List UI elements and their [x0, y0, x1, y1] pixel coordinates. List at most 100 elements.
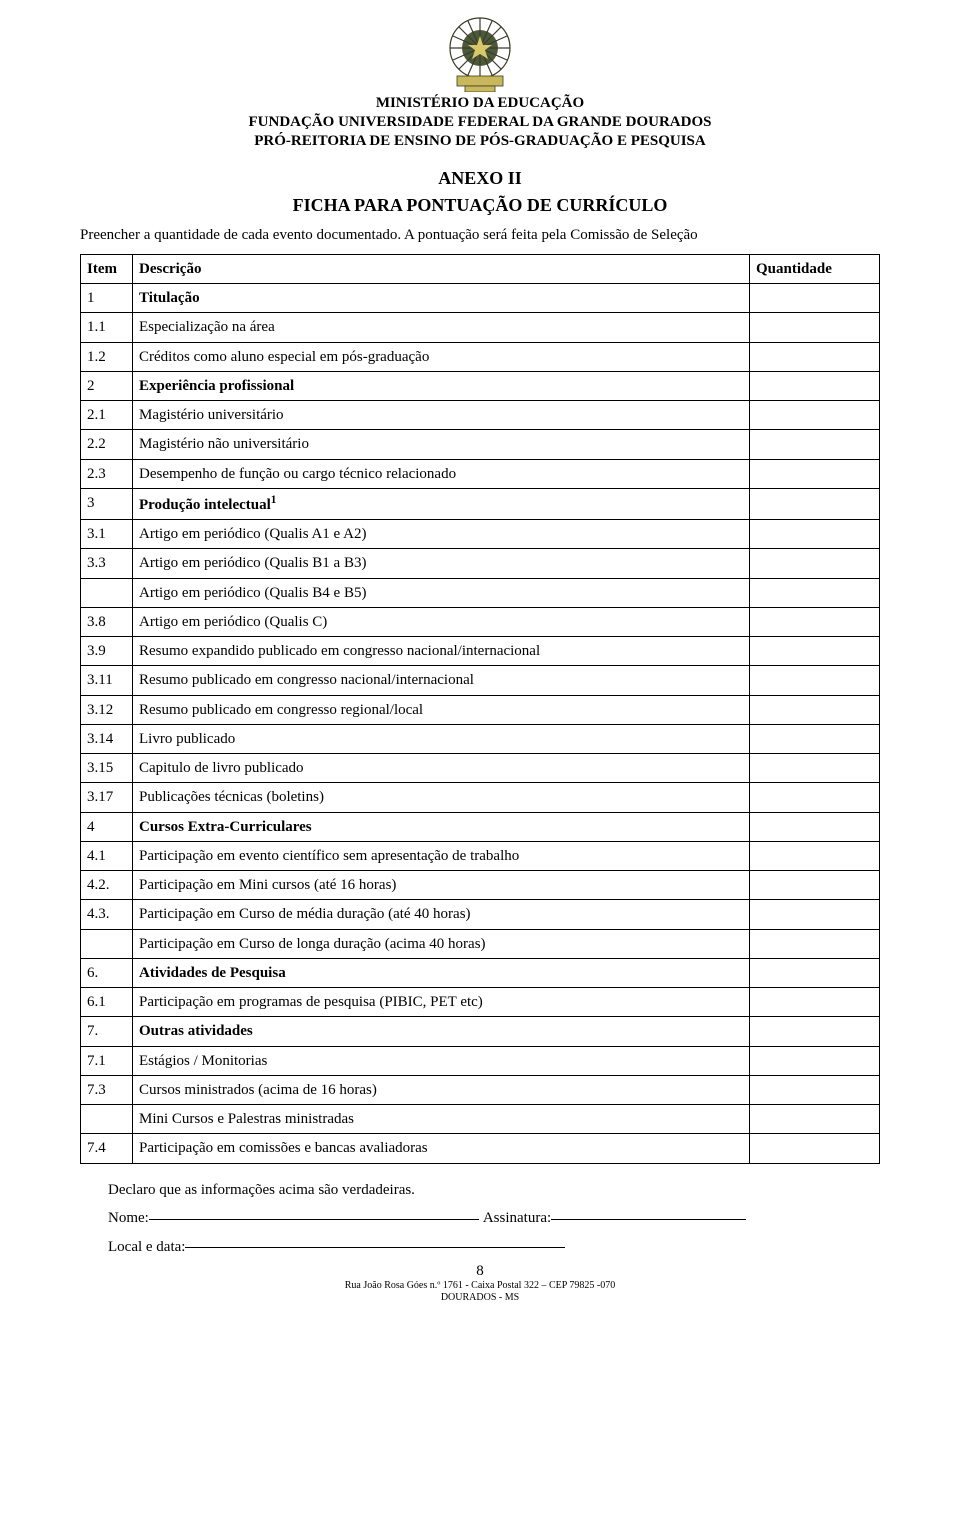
cell-quantity[interactable]	[750, 783, 880, 812]
cell-quantity[interactable]	[750, 1105, 880, 1134]
cell-quantity[interactable]	[750, 342, 880, 371]
cell-item	[81, 929, 133, 958]
cell-desc: Mini Cursos e Palestras ministradas	[133, 1105, 750, 1134]
table-row: 4.1Participação em evento científico sem…	[81, 841, 880, 870]
cell-item: 7.	[81, 1017, 133, 1046]
table-row: 3.12Resumo publicado em congresso region…	[81, 695, 880, 724]
cell-quantity[interactable]	[750, 549, 880, 578]
table-row: 3.11Resumo publicado em congresso nacion…	[81, 666, 880, 695]
cell-item: 6.	[81, 958, 133, 987]
anexo-title: ANEXO II	[80, 168, 880, 189]
cell-quantity[interactable]	[750, 1046, 880, 1075]
table-row: 3.9Resumo expandido publicado em congres…	[81, 637, 880, 666]
cell-quantity[interactable]	[750, 988, 880, 1017]
cell-quantity[interactable]	[750, 371, 880, 400]
cell-desc: Artigo em periódico (Qualis C)	[133, 607, 750, 636]
cell-quantity[interactable]	[750, 695, 880, 724]
cell-quantity[interactable]	[750, 313, 880, 342]
cell-quantity[interactable]	[750, 607, 880, 636]
cell-quantity[interactable]	[750, 1017, 880, 1046]
cell-item: 3.17	[81, 783, 133, 812]
cell-quantity[interactable]	[750, 929, 880, 958]
cell-item: 1.2	[81, 342, 133, 371]
cell-desc: Desempenho de função ou cargo técnico re…	[133, 459, 750, 488]
local-line[interactable]	[185, 1233, 565, 1249]
cell-quantity[interactable]	[750, 812, 880, 841]
table-row: 2.2Magistério não universitário	[81, 430, 880, 459]
table-row: 3Produção intelectual1	[81, 488, 880, 519]
table-row: 4.3.Participação em Curso de média duraç…	[81, 900, 880, 929]
table-row: 3.15Capitulo de livro publicado	[81, 754, 880, 783]
cell-desc: Livro publicado	[133, 724, 750, 753]
col-header-qty: Quantidade	[750, 254, 880, 283]
cell-quantity[interactable]	[750, 724, 880, 753]
assinatura-line[interactable]	[551, 1204, 746, 1220]
cell-quantity[interactable]	[750, 401, 880, 430]
cell-quantity[interactable]	[750, 841, 880, 870]
table-row: 2.3Desempenho de função ou cargo técnico…	[81, 459, 880, 488]
table-row: 3.8Artigo em periódico (Qualis C)	[81, 607, 880, 636]
cell-desc: Capitulo de livro publicado	[133, 754, 750, 783]
cell-desc: Magistério não universitário	[133, 430, 750, 459]
header-line-3: PRÓ-REITORIA DE ENSINO DE PÓS-GRADUAÇÃO …	[80, 132, 880, 151]
cell-item: 3.9	[81, 637, 133, 666]
cell-desc: Resumo publicado em congresso nacional/i…	[133, 666, 750, 695]
cell-quantity[interactable]	[750, 958, 880, 987]
cell-item: 3.14	[81, 724, 133, 753]
cell-item: 7.4	[81, 1134, 133, 1163]
footer-addr1: Rua João Rosa Góes n.º 1761 - Caixa Post…	[80, 1280, 880, 1292]
cell-quantity[interactable]	[750, 754, 880, 783]
cell-quantity[interactable]	[750, 1075, 880, 1104]
table-row: 4.2.Participação em Mini cursos (até 16 …	[81, 871, 880, 900]
cell-desc: Cursos Extra-Curriculares	[133, 812, 750, 841]
col-header-item: Item	[81, 254, 133, 283]
cell-desc: Estágios / Monitorias	[133, 1046, 750, 1075]
cell-desc: Especialização na área	[133, 313, 750, 342]
table-row: 3.3Artigo em periódico (Qualis B1 a B3)	[81, 549, 880, 578]
nome-line[interactable]	[149, 1204, 479, 1220]
table-row: 6.Atividades de Pesquisa	[81, 958, 880, 987]
cell-item: 7.1	[81, 1046, 133, 1075]
page-number: 8	[80, 1263, 880, 1280]
table-row: 3.17Publicações técnicas (boletins)	[81, 783, 880, 812]
declaration-block: Declaro que as informações acima são ver…	[80, 1176, 880, 1262]
cell-quantity[interactable]	[750, 284, 880, 313]
cell-quantity[interactable]	[750, 637, 880, 666]
cell-quantity[interactable]	[750, 430, 880, 459]
cell-desc: Artigo em periódico (Qualis B4 e B5)	[133, 578, 750, 607]
cell-desc: Participação em programas de pesquisa (P…	[133, 988, 750, 1017]
cell-desc: Participação em Curso de média duração (…	[133, 900, 750, 929]
cell-quantity[interactable]	[750, 578, 880, 607]
cell-desc: Artigo em periódico (Qualis B1 a B3)	[133, 549, 750, 578]
table-row: 2.1Magistério universitário	[81, 401, 880, 430]
cell-quantity[interactable]	[750, 459, 880, 488]
footer-addr2: DOURADOS - MS	[80, 1292, 880, 1304]
table-row: 4Cursos Extra-Curriculares	[81, 812, 880, 841]
cell-quantity[interactable]	[750, 520, 880, 549]
local-label: Local e data:	[108, 1233, 185, 1262]
cell-desc: Produção intelectual1	[133, 488, 750, 519]
cell-item: 3.11	[81, 666, 133, 695]
cell-quantity[interactable]	[750, 871, 880, 900]
footer-address: Rua João Rosa Góes n.º 1761 - Caixa Post…	[80, 1280, 880, 1304]
table-row: 3.1Artigo em periódico (Qualis A1 e A2)	[81, 520, 880, 549]
cell-quantity[interactable]	[750, 666, 880, 695]
cell-quantity[interactable]	[750, 1134, 880, 1163]
cell-item: 2.1	[81, 401, 133, 430]
table-row: Artigo em periódico (Qualis B4 e B5)	[81, 578, 880, 607]
cell-item: 3	[81, 488, 133, 519]
cell-desc: Participação em comissões e bancas avali…	[133, 1134, 750, 1163]
cell-item: 1	[81, 284, 133, 313]
table-row: 1.2Créditos como aluno especial em pós-g…	[81, 342, 880, 371]
cell-item: 6.1	[81, 988, 133, 1017]
cell-item: 4.2.	[81, 871, 133, 900]
intro-text: Preencher a quantidade de cada evento do…	[80, 226, 880, 246]
assinatura-label: Assinatura:	[483, 1204, 551, 1233]
table-row: 1.1Especialização na área	[81, 313, 880, 342]
cell-quantity[interactable]	[750, 488, 880, 519]
cell-item: 1.1	[81, 313, 133, 342]
table-row: 7.3Cursos ministrados (acima de 16 horas…	[81, 1075, 880, 1104]
cell-quantity[interactable]	[750, 900, 880, 929]
cell-desc: Participação em Curso de longa duração (…	[133, 929, 750, 958]
cell-item: 2.2	[81, 430, 133, 459]
